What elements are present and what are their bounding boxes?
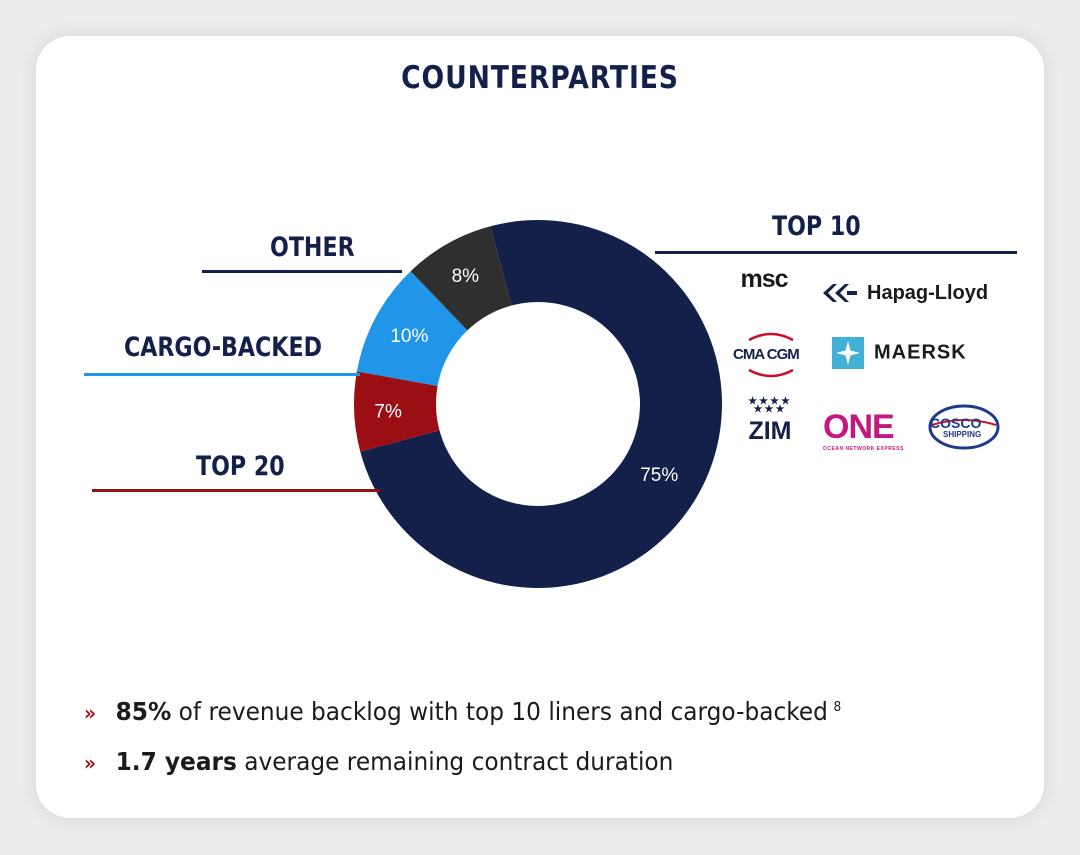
bullet-item-1: » 85% of revenue backlog with top 10 line… [84, 692, 841, 742]
bullet-marker: » [84, 701, 97, 725]
logo-msc: msc [740, 265, 788, 293]
logo-maersk: MAERSK [832, 337, 967, 369]
slice-other [410, 226, 512, 331]
leader-line-top-20 [92, 489, 380, 492]
slice-label-top-10: 75% [640, 465, 678, 486]
bullet-list: » 85% of revenue backlog with top 10 line… [84, 692, 898, 792]
bullet-2-text: average remaining contract duration [236, 747, 674, 776]
leader-line-other [202, 270, 402, 273]
logo-cma-cgm: CMA CGM [731, 330, 811, 380]
logo-cosco: COSCO SHIPPING [926, 403, 1002, 451]
cma-cgm-icon [748, 332, 794, 378]
zim-stars-icon: ★★★★ ★★★ [748, 396, 792, 415]
slice-cargo-backed [356, 271, 468, 386]
chart-title: COUNTERPARTIES [401, 60, 679, 96]
card [36, 36, 1044, 818]
slice-top-10 [360, 220, 722, 589]
category-label-top-20: TOP 20 [196, 451, 285, 482]
logo-zim: ★★★★ ★★★ ZIM [742, 396, 798, 445]
logo-hapag-lloyd: Hapag-Lloyd [821, 281, 988, 305]
slice-top-20 [354, 371, 440, 452]
category-label-top-10: TOP 10 [772, 211, 861, 242]
maersk-star-icon [832, 337, 864, 369]
slice-label-top-20: 7% [374, 401, 402, 422]
category-label-cargo-backed: CARGO-BACKED [124, 332, 322, 363]
logo-one: ONE OCEAN NETWORK EXPRESS [823, 408, 904, 452]
category-label-other: OTHER [270, 232, 355, 263]
bullet-1-highlight: 85% [115, 697, 172, 726]
bullet-item-2: » 1.7 years average remaining contract du… [84, 742, 841, 792]
slice-label-other: 8% [452, 266, 480, 287]
slice-label-cargo-backed: 10% [390, 326, 428, 347]
bullet-2-highlight: 1.7 years [115, 747, 237, 776]
bullet-marker: » [84, 751, 97, 775]
leader-line-cargo-backed [84, 373, 360, 376]
hapag-lloyd-icon [823, 284, 857, 303]
footnote-marker: 8 [833, 700, 842, 715]
cosco-ring-icon [928, 404, 1000, 450]
bullet-1-text: of revenue backlog with top 10 liners an… [171, 697, 828, 726]
leader-line-top-10 [655, 251, 1017, 254]
